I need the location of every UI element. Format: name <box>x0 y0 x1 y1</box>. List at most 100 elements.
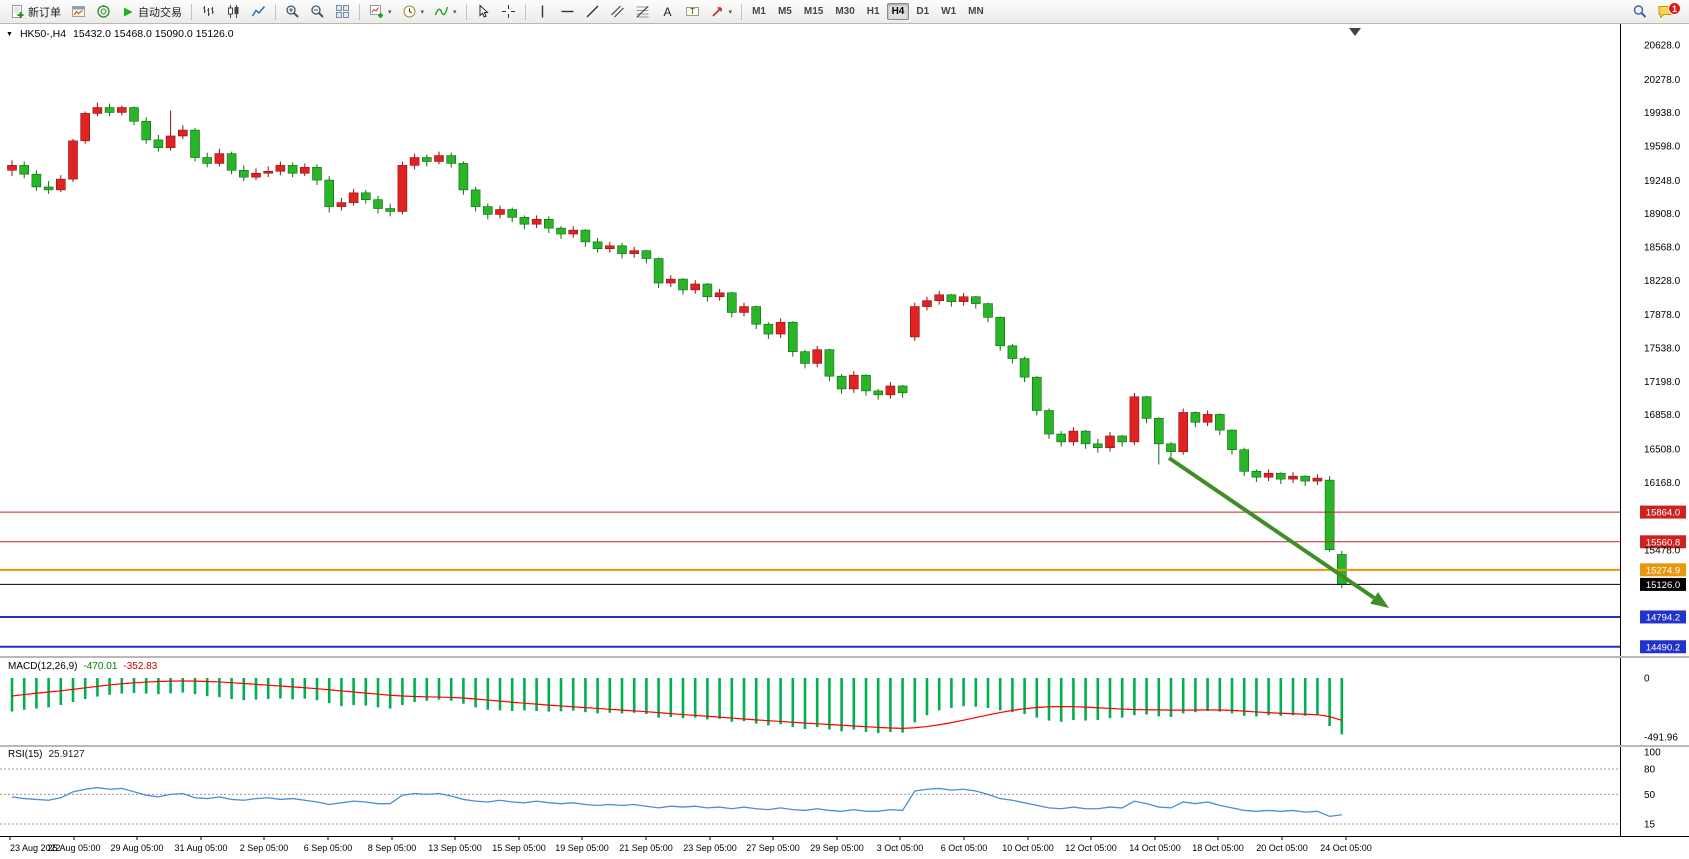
fibonacci-button[interactable] <box>631 2 654 22</box>
price-axis-tick: 16508.0 <box>1644 444 1681 455</box>
chart-shift-marker <box>1349 28 1361 36</box>
profiles-button[interactable]: ▾ <box>398 2 429 22</box>
equidistant-channel-button[interactable] <box>606 2 629 22</box>
price-tag-15560.8: 15560.8 <box>1640 535 1686 549</box>
timeframe-w1-button[interactable]: W1 <box>941 6 957 17</box>
time-axis-label: 13 Sep 05:00 <box>428 843 482 853</box>
svg-text:15560.8: 15560.8 <box>1646 537 1680 548</box>
price-axis-tick: 16858.0 <box>1644 410 1681 421</box>
arrows-button[interactable]: ▾ <box>706 2 737 22</box>
trend-arrow-annotation[interactable] <box>1167 456 1389 608</box>
tile-icon <box>335 4 350 19</box>
zoom-in-icon <box>285 4 300 19</box>
pane-splitter[interactable] <box>0 745 1689 747</box>
timeframe-m30-button[interactable]: M30 <box>835 6 855 17</box>
price-axis-tick: 20628.0 <box>1644 40 1681 51</box>
trendline-icon <box>585 4 600 19</box>
macd-name: MACD(12,26,9) <box>8 661 78 672</box>
svg-text:T: T <box>690 7 695 16</box>
svg-text:15274.9: 15274.9 <box>1646 565 1680 576</box>
timeframe-h4-button[interactable]: H4 <box>886 3 910 20</box>
line-chart-button[interactable] <box>247 2 270 22</box>
text-label-icon: T <box>685 4 700 19</box>
channel-icon <box>610 4 625 19</box>
rsi-indicator-label: RSI(15) 25.9127 <box>8 749 85 760</box>
search-button[interactable] <box>1628 2 1651 22</box>
timeframe-m5-button[interactable]: M5 <box>777 6 792 17</box>
text-button[interactable]: A <box>656 2 679 22</box>
chart-ohlc-values: 15432.0 15468.0 15090.0 15126.0 <box>73 28 234 40</box>
caret-down-icon: ▾ <box>728 8 733 16</box>
price-axis-tick: 19248.0 <box>1644 176 1681 187</box>
caret-down-icon: ▾ <box>453 8 457 16</box>
indicators-list-button[interactable]: ▾ <box>430 2 461 22</box>
rsi-axis-tick: 100 <box>1644 748 1661 759</box>
cursor-button[interactable] <box>472 2 495 22</box>
price-axis-tick: 18568.0 <box>1644 242 1681 253</box>
toolbar-separator <box>191 3 192 20</box>
time-axis-label: 6 Oct 05:00 <box>941 843 988 853</box>
price-tag-14794.2: 14794.2 <box>1640 610 1686 624</box>
candlestick-chart-button[interactable] <box>222 2 245 22</box>
rsi-axis-tick: 80 <box>1644 764 1656 775</box>
timeframe-d1-button[interactable]: D1 <box>916 6 930 17</box>
time-axis-label: 18 Oct 05:00 <box>1192 843 1244 853</box>
play-icon <box>121 5 135 19</box>
timeframe-m1-button[interactable]: M1 <box>752 6 766 17</box>
zoom-in-button[interactable] <box>281 2 304 22</box>
time-axis-label: 12 Oct 05:00 <box>1065 843 1117 853</box>
fibo-icon <box>635 4 650 19</box>
notification-badge: 1 <box>1668 1 1681 15</box>
trendline-button[interactable] <box>581 2 604 22</box>
tile-windows-button[interactable] <box>331 2 354 22</box>
time-axis-label: 6 Sep 05:00 <box>304 843 353 853</box>
svg-text:14794.2: 14794.2 <box>1646 612 1680 623</box>
time-axis-label: 31 Aug 05:00 <box>174 843 227 853</box>
timeframe-m15-button[interactable]: M15 <box>803 6 824 17</box>
bars-icon <box>201 4 216 19</box>
bar-chart-button[interactable] <box>197 2 220 22</box>
vline-icon <box>535 4 550 19</box>
hline-icon <box>560 4 575 19</box>
caret-down-icon: ▾ <box>388 8 392 16</box>
toolbar-separator <box>741 3 743 20</box>
market-watch-button[interactable] <box>92 2 115 22</box>
zoom-out-button[interactable] <box>306 2 329 22</box>
timeframe-mn-button[interactable]: MN <box>968 6 984 17</box>
svg-text:A: A <box>663 5 671 19</box>
time-axis-label: 19 Sep 05:00 <box>555 843 609 853</box>
macd-signal-line <box>11 680 1342 729</box>
time-axis-label: 14 Oct 05:00 <box>1129 843 1181 853</box>
price-axis-tick: 16168.0 <box>1644 478 1681 489</box>
toolbar: 新订单 自动交易 ▾ ▾ ▾ A T ▾ M1 M5 M15 M30 H1 H4 D1 W1 MN 1 <box>0 0 1689 24</box>
new-order-button[interactable]: 新订单 <box>6 2 65 22</box>
chart-symbol-period: HK50-,H4 <box>19 28 67 40</box>
price-tag-15864.0: 15864.0 <box>1640 505 1686 519</box>
time-axis-label: 10 Oct 05:00 <box>1002 843 1054 853</box>
timeframe-h1-button[interactable]: H1 <box>866 6 880 17</box>
new-chart-button[interactable]: ▾ <box>365 2 396 22</box>
toolbar-right-group: 1 <box>1627 1 1681 22</box>
price-axis-tick: 17538.0 <box>1644 343 1681 354</box>
rsi-axis-tick: 15 <box>1644 819 1656 830</box>
one-click-trading-toggle-icon[interactable]: ▼ <box>6 30 13 38</box>
auto-trading-button[interactable]: 自动交易 <box>117 2 186 22</box>
vertical-line-button[interactable] <box>531 2 554 22</box>
horizontal-line-button[interactable] <box>556 2 579 22</box>
notifications-button[interactable]: 1 <box>1653 1 1681 22</box>
text-label-button[interactable]: T <box>681 2 704 22</box>
time-axis-label: 23 Aug 2022 <box>10 843 61 853</box>
toolbar-separator <box>359 3 360 20</box>
text-a-icon: A <box>660 4 675 19</box>
pane-splitter[interactable] <box>0 656 1689 658</box>
line-chart-icon <box>251 4 266 19</box>
time-axis-label: 29 Sep 05:00 <box>810 843 864 853</box>
toolbar-separator <box>275 3 276 20</box>
crosshair-button[interactable] <box>497 2 520 22</box>
charts-window-button[interactable] <box>67 2 90 22</box>
rsi-name: RSI(15) <box>8 749 43 760</box>
price-axis-tick: 15478.0 <box>1644 545 1681 556</box>
time-axis-label: 24 Oct 05:00 <box>1320 843 1372 853</box>
price-axis-tick: 19938.0 <box>1644 108 1681 119</box>
